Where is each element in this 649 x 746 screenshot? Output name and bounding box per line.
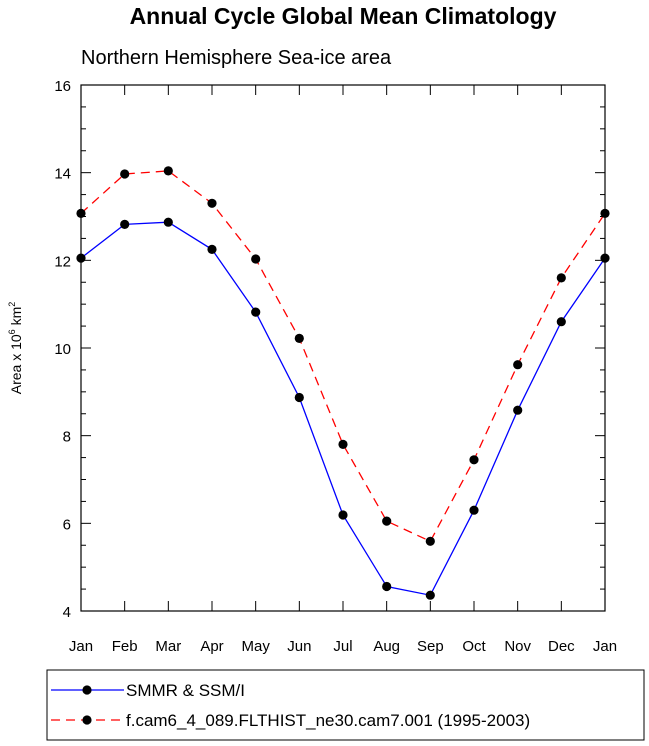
series-markers [76,166,610,600]
series-1-point [600,208,610,218]
series-0-point [513,405,523,415]
x-tick-label: Sep [417,638,444,655]
series-0-point [251,307,261,317]
legend-swatch-marker-0 [82,685,92,695]
x-tick-label: Jul [333,638,352,655]
y-tick-label: 6 [63,516,71,533]
series-0-point [207,244,217,254]
x-tick-label: Jun [287,638,311,655]
x-tick-label: Jan [69,638,93,655]
x-tick-label: May [241,638,270,655]
y-tick-label: 12 [54,253,71,270]
x-tick-label: Aug [373,638,400,655]
y-axis-label-exponent: 6 [7,329,17,334]
y-tick-label: 14 [54,166,71,183]
y-axis-label-unit: km [8,307,24,330]
legend-label-1: f.cam6_4_089.FLTHIST_ne30.cam7.001 (1995… [126,711,530,730]
chart-subtitle: Northern Hemisphere Sea-ice area [81,47,392,69]
plot-axes: 4 6 8 10 12 14 16 Jan Feb Mar Apr May Jun Jul Aug Sep Oc… [54,78,617,655]
series-0-point [163,217,173,227]
y-tick-label: 4 [63,604,71,621]
x-tick-label: Feb [112,638,138,655]
series-1-point [207,198,217,208]
series-0-point [600,253,610,263]
series-0-point [120,219,130,229]
legend-box [46,669,645,741]
y-axis-label-prefix: Area x 10 [8,334,24,394]
y-tick-label: 10 [54,341,71,358]
series-1-point [513,360,523,370]
x-tick-label: Oct [462,638,486,655]
y-tick-label: 16 [54,78,71,95]
y-axis-label: Area x 106 km2 [7,302,24,395]
x-tick-label: Dec [548,638,575,655]
x-tick-label: Apr [200,638,223,655]
series-1-point [76,208,86,218]
legend-swatch-marker-1 [82,715,92,725]
series-1-point [120,169,130,179]
series-0-point [294,392,304,403]
series-1-point [251,254,261,264]
series-1-point [469,455,479,465]
x-tick-label: Nov [504,638,531,655]
series-1-point [425,536,435,546]
series-1-point [556,273,566,283]
x-tick-label: Mar [155,638,181,655]
series-lines [80,170,606,596]
y-axis-label-unit-exponent: 2 [7,302,17,307]
series-1-point [338,439,348,449]
series-1-point [294,333,304,343]
series-0-point [382,581,392,592]
chart-legend: SMMR & SSM/I f.cam6_4_089.FLTHIST_ne30.c… [46,669,645,741]
series-0-point [76,253,86,263]
chart-title: Annual Cycle Global Mean Climatology [130,3,557,29]
series-0-point [425,590,435,600]
series-0-point [338,510,348,520]
series-1-point [163,166,173,176]
series-1-point [382,516,392,526]
x-tick-label: Jan [593,638,617,655]
series-line-0 [80,221,606,596]
series-0-point [556,317,566,327]
y-tick-label: 8 [63,429,71,446]
series-0-point [469,505,479,515]
legend-label-0: SMMR & SSM/I [126,681,245,700]
series-line-1 [80,170,606,543]
